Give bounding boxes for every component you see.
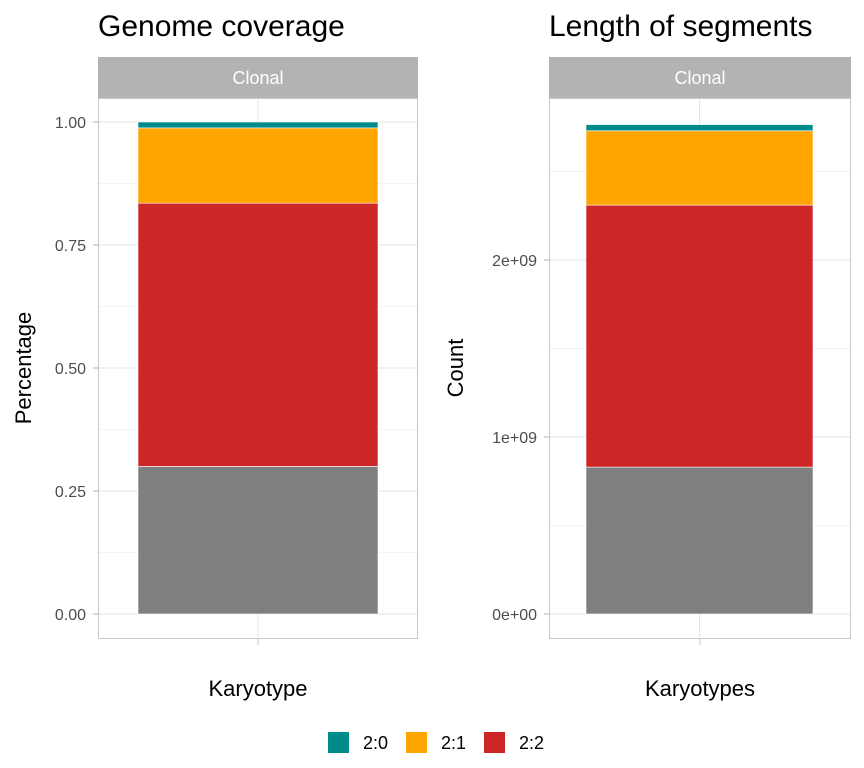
y-tick-label: 0e+00: [492, 607, 537, 624]
bar-stack: [585, 124, 814, 615]
legend-label: 2:1: [441, 733, 466, 753]
y-tick-label: 0.00: [55, 607, 86, 624]
legend-swatch: [328, 732, 349, 753]
facet-strip: [549, 57, 851, 98]
genome-coverage-panel: Genome coverage Clonal 0.00 0.25 0.50 0.75 1…: [11, 10, 418, 701]
y-tick-label: 1e+09: [492, 430, 537, 447]
y-tick-label: 0.25: [55, 484, 86, 501]
y-tick-label: 2e+09: [492, 253, 537, 270]
x-axis-title: Karyotypes: [645, 676, 755, 701]
bar-segment-2-2: [137, 202, 379, 467]
y-axis-title: Count: [443, 339, 468, 398]
bar-segment-other: [137, 466, 379, 615]
y-axis: 0e+00 1e+09 2e+09: [492, 253, 549, 624]
bar-segment-2-1: [585, 130, 814, 206]
y-tick-label: 0.50: [55, 361, 86, 378]
legend-swatch: [406, 732, 427, 753]
chart-title: Genome coverage: [98, 10, 345, 43]
y-tick-label: 0.75: [55, 238, 86, 255]
bar-segment-2-2: [585, 204, 814, 468]
bar-stack: [137, 121, 379, 615]
x-axis-title: Karyotype: [208, 676, 307, 701]
y-axis-title: Percentage: [11, 312, 36, 425]
y-axis: 0.00 0.25 0.50 0.75 1.00: [55, 115, 98, 624]
facet-label: Clonal: [232, 68, 283, 88]
bar-segment-2-0: [137, 121, 379, 129]
legend-label: 2:2: [519, 733, 544, 753]
facet-label: Clonal: [674, 68, 725, 88]
segment-length-panel: Length of segments Clonal 0e+00 1e+09 2e+0…: [443, 10, 851, 701]
bar-segment-other: [585, 466, 814, 615]
legend-swatch: [484, 732, 505, 753]
chart-title: Length of segments: [549, 10, 813, 43]
bar-segment-2-0: [585, 124, 814, 132]
facet-strip: [98, 57, 418, 98]
legend: 2:0 2:1 2:2: [328, 732, 544, 753]
bar-segment-2-1: [137, 127, 379, 204]
legend-label: 2:0: [363, 733, 388, 753]
y-tick-label: 1.00: [55, 115, 86, 132]
